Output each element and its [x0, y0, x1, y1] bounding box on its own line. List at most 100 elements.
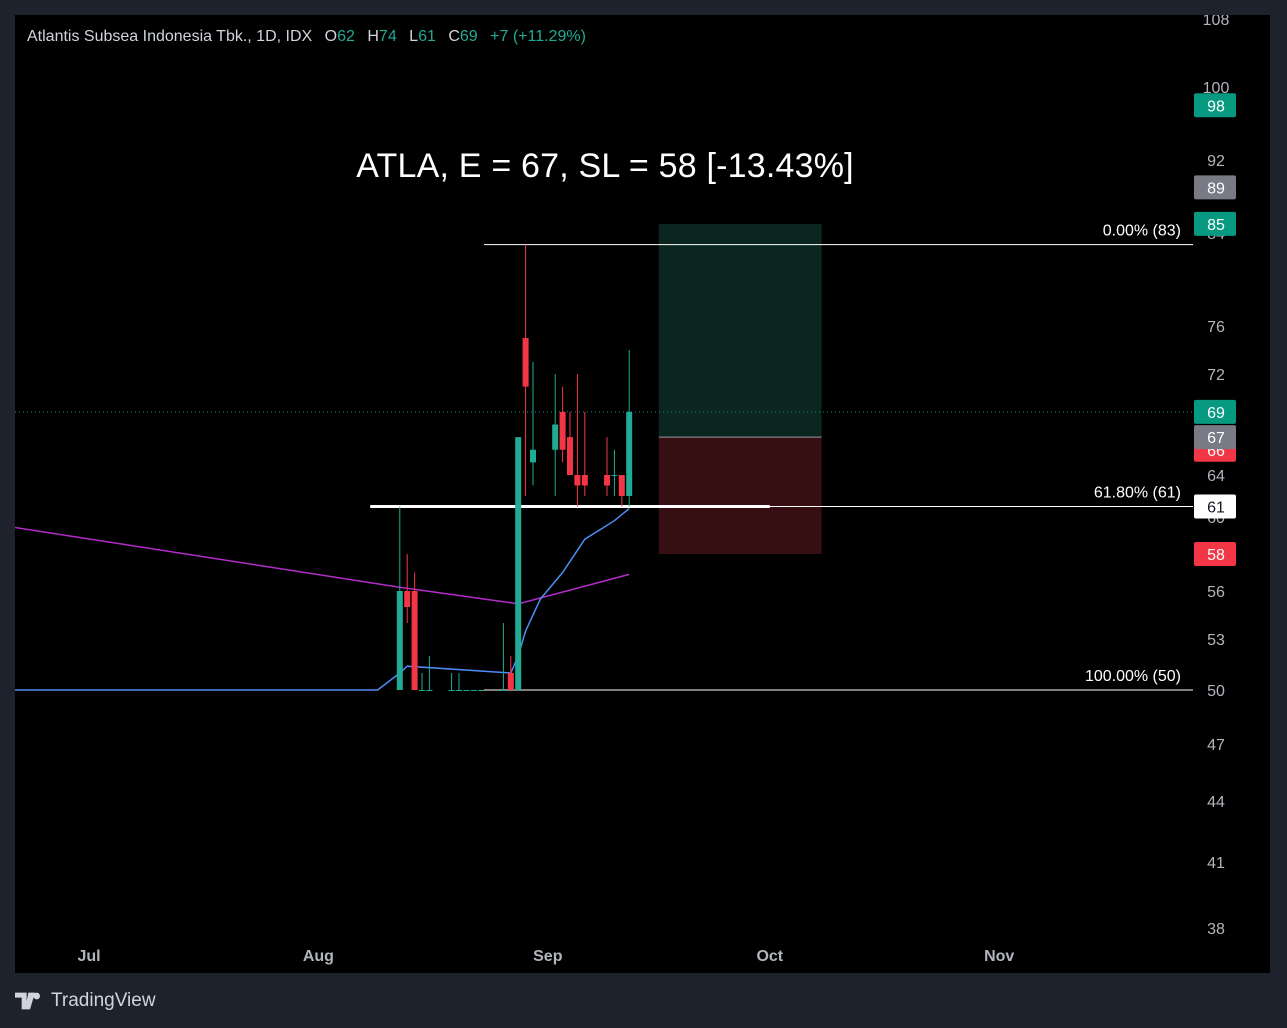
candle-body	[404, 591, 411, 607]
candle	[456, 673, 462, 691]
open-label: O	[324, 28, 338, 45]
candle	[530, 362, 536, 486]
footer-brand[interactable]: TradingView	[15, 990, 156, 1012]
candle-body	[522, 338, 529, 387]
price-badge-label: 85	[1207, 217, 1225, 234]
price-badge: 69	[1194, 399, 1236, 424]
time-axis-label: Jul	[77, 948, 100, 965]
chart-canvas[interactable]: 10810092847672646056535047444138JulAugSe…	[15, 15, 1270, 973]
candle	[522, 244, 529, 496]
candle	[581, 411, 588, 496]
price-axis-label: 38	[1207, 921, 1225, 938]
candle-body	[618, 475, 625, 496]
candle	[626, 350, 633, 507]
price-axis-label: 50	[1207, 683, 1225, 700]
price-axis-label: 56	[1207, 584, 1225, 601]
candle-body	[426, 690, 433, 691]
candle-body	[448, 690, 455, 691]
fib-level-label: 100.00% (50)	[1085, 668, 1181, 685]
candle-body	[581, 475, 588, 486]
price-badge-bg	[1194, 93, 1236, 118]
price-badge: 67	[1194, 425, 1236, 450]
tradingview-logo-icon	[15, 992, 40, 1010]
symbol-name: Atlantis Subsea Indonesia Tbk., 1D, IDX	[27, 28, 313, 45]
moving-average-line	[15, 508, 630, 691]
price-badge: 85	[1194, 211, 1236, 236]
candle	[618, 475, 625, 507]
chart-area[interactable]: 10810092847672646056535047444138JulAugSe…	[15, 15, 1270, 973]
candle	[478, 690, 485, 691]
time-axis-label: Sep	[533, 948, 563, 965]
candle	[604, 437, 610, 496]
candle	[559, 386, 566, 463]
candle	[574, 374, 581, 507]
price-badge: 98	[1194, 93, 1236, 118]
candle-body	[396, 591, 403, 690]
price-badge: 89	[1194, 175, 1236, 200]
price-badge-bg	[1194, 211, 1236, 236]
price-badge-bg	[1194, 542, 1236, 566]
close-value: 69	[459, 28, 478, 45]
price-badge-label: 89	[1207, 180, 1225, 197]
candle-body	[604, 475, 610, 486]
candle-body	[478, 690, 485, 691]
price-axis-label: 53	[1207, 632, 1225, 649]
candle	[567, 411, 573, 475]
candle-body	[611, 475, 618, 476]
candle	[426, 656, 433, 691]
price-badge-label: 67	[1207, 430, 1225, 447]
price-axis-label: 76	[1207, 319, 1225, 336]
price-axis-label: 47	[1207, 737, 1225, 754]
low-value: 61	[418, 28, 436, 45]
price-badge-label: 69	[1207, 405, 1225, 422]
candle	[448, 673, 455, 691]
candle	[500, 623, 507, 691]
candle-body	[574, 475, 581, 486]
low-label: L	[409, 28, 419, 45]
price-badge: 61	[1194, 494, 1236, 519]
high-value: 74	[378, 28, 397, 45]
candle	[515, 437, 522, 690]
candle	[552, 374, 559, 496]
price-axis-label: 41	[1207, 855, 1225, 872]
candle-body	[552, 424, 559, 450]
price-badge-bg	[1194, 399, 1236, 424]
open-value: 62	[337, 28, 355, 45]
price-badge-label: 98	[1207, 98, 1225, 115]
moving-average-line	[15, 526, 630, 605]
candle	[419, 673, 425, 691]
fib-level-label: 61.80% (61)	[1094, 485, 1181, 502]
price-badge-label: 61	[1207, 500, 1225, 517]
price-axis-label: 72	[1207, 367, 1225, 384]
candle-body	[567, 437, 573, 475]
candle-body	[559, 411, 566, 450]
chart-headline: ATLA, E = 67, SL = 58 [-13.43%]	[356, 147, 854, 185]
time-axis-label: Nov	[984, 948, 1014, 965]
price-badge-label: 58	[1207, 547, 1225, 564]
candle-body	[419, 690, 425, 691]
time-axis-label: Aug	[303, 948, 334, 965]
price-axis-label: 108	[1203, 15, 1230, 29]
candle-body	[626, 411, 633, 496]
candle	[470, 690, 477, 691]
candle	[404, 554, 411, 623]
candle-body	[507, 673, 514, 690]
candle-body	[456, 690, 462, 691]
candle-body	[463, 690, 470, 691]
fib-level-label: 0.00% (83)	[1103, 223, 1181, 240]
time-axis-label: Oct	[756, 948, 783, 965]
candle	[463, 690, 470, 691]
price-badge-bg	[1194, 494, 1236, 519]
symbol-legend: Atlantis Subsea Indonesia Tbk., 1D, IDX …	[27, 28, 586, 46]
target-zone	[658, 223, 822, 438]
high-label: H	[367, 28, 379, 45]
candle-body	[530, 449, 536, 463]
candle-body	[411, 591, 418, 690]
price-axis-label: 44	[1207, 794, 1225, 811]
candle-body	[470, 690, 477, 691]
candle	[396, 506, 403, 690]
price-axis-label: 64	[1207, 468, 1225, 485]
price-badge-bg	[1194, 175, 1236, 200]
price-badge: 58	[1194, 542, 1236, 566]
price-badge-bg	[1194, 425, 1236, 450]
